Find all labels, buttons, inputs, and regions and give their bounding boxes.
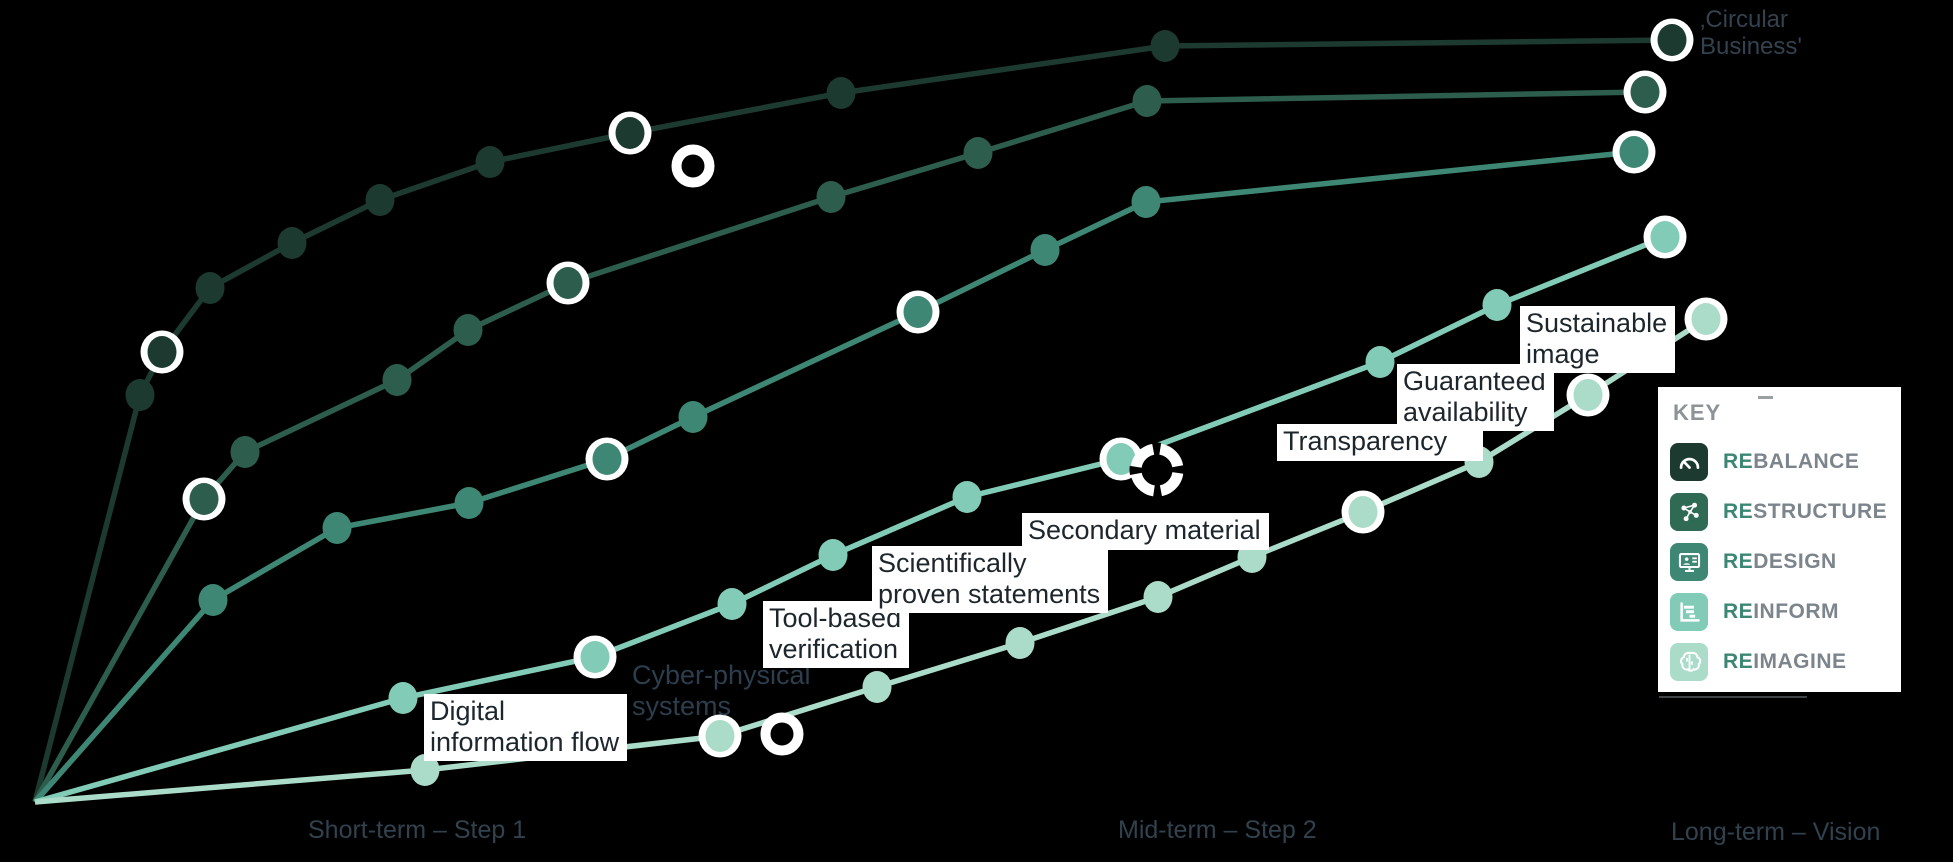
key-item-label: REINFORM [1723, 600, 1840, 623]
key-legend: KEY REBALANCE RESTRUCTURE REDESIGN REINFORM… [1658, 387, 1901, 692]
milestone-dot [1650, 221, 1680, 253]
milestone-dot [277, 227, 307, 259]
hollow-ring-marker [671, 144, 715, 188]
bar-chart-icon [1670, 593, 1708, 631]
milestone-dot [1348, 496, 1378, 528]
milestone-dot [475, 146, 505, 178]
milestone-dot [592, 443, 622, 475]
milestone-dot [382, 364, 412, 396]
milestone-dot [826, 77, 856, 109]
monitor-icon [1670, 543, 1708, 581]
milestone-dot [230, 436, 260, 468]
axis-label-short-term: Short-term – Step 1 [308, 816, 527, 844]
milestone-dot [1573, 379, 1603, 411]
series-line-redesign [32, 149, 1635, 804]
milestone-dot [1365, 346, 1395, 378]
milestone-dot [1005, 627, 1035, 659]
milestone-dot [1030, 234, 1060, 266]
key-item-rebalance: REBALANCE [1670, 443, 1889, 481]
axis-label-mid-term: Mid-term – Step 2 [1118, 816, 1317, 844]
milestone-dot [189, 483, 219, 515]
milestone-dot [322, 512, 352, 544]
milestone-dot [705, 720, 735, 752]
key-item-label: REDESIGN [1723, 550, 1837, 573]
milestone-dot [818, 539, 848, 571]
series-line-restructure [32, 89, 1646, 804]
key-item-redesign: REDESIGN [1670, 543, 1889, 581]
milestone-dot [952, 481, 982, 513]
milestone-dot [862, 671, 892, 703]
milestone-dot [1106, 443, 1136, 475]
key-underline [1659, 696, 1807, 698]
key-item-label: REBALANCE [1723, 450, 1860, 473]
key-item-reinform: REINFORM [1670, 593, 1889, 631]
axis-label-long-term: Long-term – Vision [1671, 818, 1881, 846]
key-item-label: REIMAGINE [1723, 650, 1847, 673]
milestone-dot [365, 184, 395, 216]
key-top-dash [1758, 396, 1773, 399]
milestone-dot [1630, 76, 1660, 108]
milestone-dot [198, 584, 228, 616]
milestone-dot [1482, 289, 1512, 321]
milestone-dot [717, 588, 747, 620]
brain-icon [1670, 643, 1708, 681]
series-line-rebalance [32, 37, 1673, 803]
milestone-dot [580, 641, 610, 673]
network-icon [1670, 493, 1708, 531]
milestone-dot [1619, 136, 1649, 168]
milestone-dot [903, 296, 933, 328]
milestone-dot [1464, 446, 1494, 478]
milestone-dot [816, 181, 846, 213]
milestone-dot [410, 754, 440, 786]
key-item-restructure: RESTRUCTURE [1670, 493, 1889, 531]
series-line-reinform [34, 234, 1667, 805]
milestone-dot [1657, 24, 1687, 56]
milestone-dot [453, 314, 483, 346]
milestone-dot [963, 137, 993, 169]
milestone-dot [1132, 85, 1162, 117]
milestone-dot [1237, 541, 1267, 573]
milestone-dot [195, 272, 225, 304]
key-title: KEY [1673, 400, 1722, 425]
milestone-dot [1691, 303, 1721, 335]
milestone-dot [388, 682, 418, 714]
hollow-ring-marker [760, 712, 804, 756]
milestone-dot [553, 267, 583, 299]
milestone-dot [125, 379, 155, 411]
milestone-dot [1143, 581, 1173, 613]
circular-arrows-icon-gaps [1129, 442, 1185, 498]
milestone-dot [615, 117, 645, 149]
milestone-dot [678, 401, 708, 433]
milestone-dot [1150, 30, 1180, 62]
milestone-dot [147, 336, 177, 368]
milestone-dot [454, 487, 484, 519]
key-item-reimagine: REIMAGINE [1670, 643, 1889, 681]
key-item-label: RESTRUCTURE [1723, 500, 1888, 523]
milestone-dot [1131, 186, 1161, 218]
gauge-icon [1670, 443, 1708, 481]
